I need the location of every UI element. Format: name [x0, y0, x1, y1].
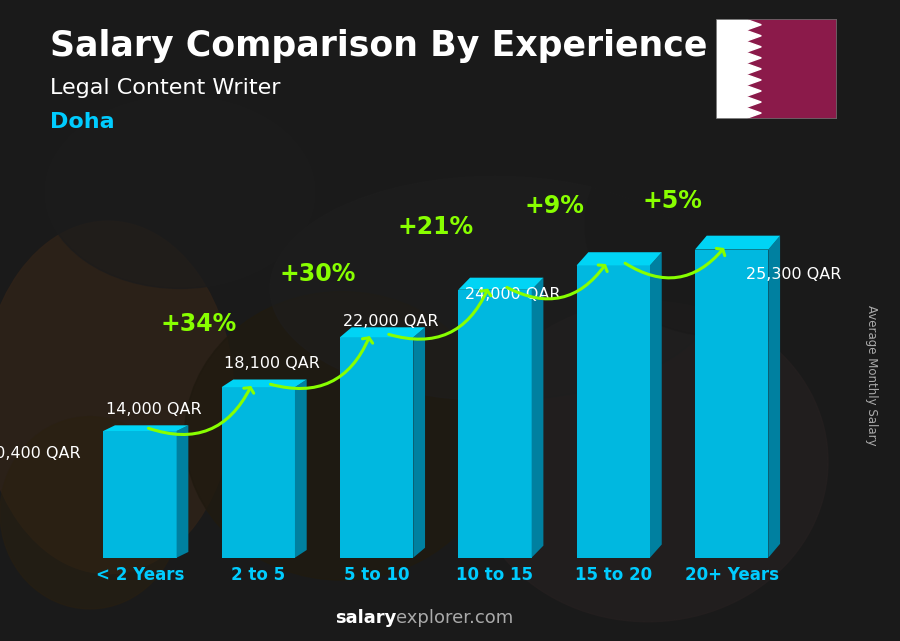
Polygon shape [104, 426, 188, 431]
Text: Doha: Doha [50, 112, 114, 132]
Text: +30%: +30% [279, 262, 356, 286]
Polygon shape [532, 278, 544, 558]
Bar [695, 249, 769, 558]
Polygon shape [746, 41, 761, 53]
Bar [221, 387, 295, 558]
Polygon shape [221, 379, 307, 387]
Polygon shape [746, 74, 761, 85]
Polygon shape [458, 278, 544, 290]
Bar [458, 290, 532, 558]
Polygon shape [176, 426, 188, 558]
Ellipse shape [585, 112, 855, 337]
Text: +34%: +34% [161, 312, 238, 336]
Polygon shape [295, 379, 307, 558]
Ellipse shape [0, 417, 180, 609]
Text: +21%: +21% [398, 215, 474, 238]
Polygon shape [746, 63, 761, 74]
Polygon shape [695, 236, 780, 249]
Polygon shape [650, 252, 662, 558]
Polygon shape [769, 236, 780, 558]
Text: Average Monthly Salary: Average Monthly Salary [865, 304, 878, 445]
Text: 25,300 QAR: 25,300 QAR [746, 267, 842, 281]
Bar [577, 265, 650, 558]
Text: 10,400 QAR: 10,400 QAR [0, 446, 81, 462]
Polygon shape [746, 19, 761, 30]
Text: 14,000 QAR: 14,000 QAR [106, 402, 202, 417]
Text: explorer.com: explorer.com [396, 609, 513, 627]
Polygon shape [746, 30, 761, 41]
Text: 22,000 QAR: 22,000 QAR [343, 314, 438, 329]
Bar [716, 19, 746, 119]
Ellipse shape [0, 221, 234, 574]
Text: Salary Comparison By Experience: Salary Comparison By Experience [50, 29, 706, 63]
Text: 18,100 QAR: 18,100 QAR [224, 356, 320, 371]
Ellipse shape [184, 292, 500, 580]
Polygon shape [340, 328, 425, 337]
Text: 24,000 QAR: 24,000 QAR [464, 287, 560, 302]
Ellipse shape [468, 301, 828, 622]
Polygon shape [746, 53, 761, 63]
Polygon shape [413, 328, 425, 558]
Text: +5%: +5% [643, 189, 702, 213]
Text: Legal Content Writer: Legal Content Writer [50, 78, 280, 98]
Text: +9%: +9% [524, 194, 584, 218]
Polygon shape [746, 85, 761, 97]
Ellipse shape [270, 176, 720, 401]
Bar [340, 337, 413, 558]
Ellipse shape [45, 96, 315, 288]
Text: salary: salary [335, 609, 396, 627]
Polygon shape [577, 252, 662, 265]
Polygon shape [746, 97, 761, 108]
Polygon shape [746, 108, 761, 119]
Bar [104, 431, 176, 558]
